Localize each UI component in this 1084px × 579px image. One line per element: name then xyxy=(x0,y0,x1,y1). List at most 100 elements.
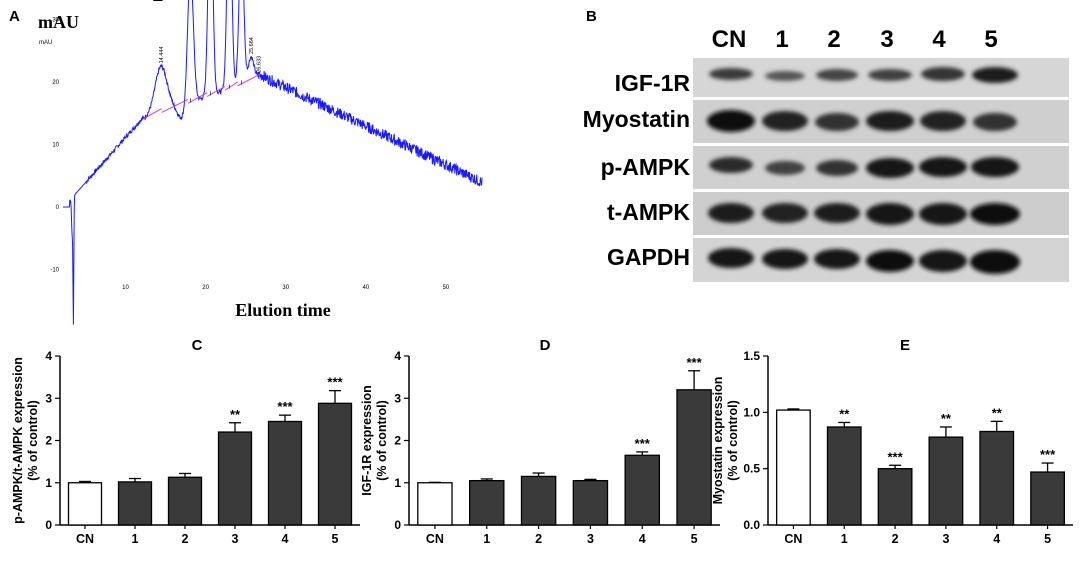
bar xyxy=(217,431,253,526)
x-tick-label: 5 xyxy=(332,532,339,546)
blot-column-header: 2 xyxy=(827,26,841,53)
bar xyxy=(572,479,609,526)
integration-baseline xyxy=(224,81,238,91)
y-tick-label: 4 xyxy=(45,349,52,363)
bar-chart-e: E 0.0 0.5 1.0 1.5 Myostatin expression (% of c… xyxy=(711,337,1073,546)
y-axis-label: Myostatin expression xyxy=(711,377,725,505)
chrom-x-tick-label: 10 xyxy=(122,285,129,291)
y-tick-label: 0 xyxy=(394,518,401,532)
peak-rt-label: 25.664 xyxy=(249,37,255,54)
integration-baseline xyxy=(142,108,162,120)
chrom-y-tick-label: 30 xyxy=(52,18,59,24)
integration-baseline xyxy=(161,98,189,113)
significance-label: ** xyxy=(992,405,1003,420)
integration-baseline xyxy=(237,73,261,87)
x-axis-title: Elution time xyxy=(235,300,331,320)
bar xyxy=(167,476,203,526)
y-tick-label: 1.5 xyxy=(743,349,760,363)
bar-chart-d: D 0 1 2 3 4 IGF-1R expression (% of control) CN 1… xyxy=(360,337,720,546)
blot-row-label: GAPDH xyxy=(606,244,690,270)
bar-chart-c: C 0 1 2 3 4 p-AMPK/t-AMPK expression (% of cont… xyxy=(11,337,360,546)
blot-column-header: 1 xyxy=(775,26,789,53)
significance-label: *** xyxy=(327,375,343,390)
y-axis-label: p-AMPK/t-AMPK expression xyxy=(11,357,25,524)
bar xyxy=(775,409,811,526)
western-blot-panel: CN 1 2 3 4 5 IGF-1R Myostatin p-AMPK t-A… xyxy=(572,20,1077,282)
bar xyxy=(928,436,964,526)
bar xyxy=(624,454,661,526)
y-tick-label: 1 xyxy=(394,476,401,490)
peak-rt-label: 26.633 xyxy=(257,56,263,73)
significance-label: *** xyxy=(887,449,903,464)
y-tick-label: 2 xyxy=(45,434,52,448)
x-tick-label: CN xyxy=(426,532,444,546)
significance-label: ** xyxy=(839,406,850,421)
x-tick-label: CN xyxy=(784,532,802,546)
chrom-x-tick-label: 30 xyxy=(282,285,289,291)
blot-column-header: 5 xyxy=(984,26,998,53)
y-axis-label: IGF-1R expression xyxy=(360,385,374,495)
bar xyxy=(317,402,353,526)
blot-column-header: CN xyxy=(711,26,747,53)
panel-letter: D xyxy=(540,337,551,354)
bar xyxy=(417,482,453,526)
chrom-y-tick-label: 0 xyxy=(56,205,60,211)
y-axis-label: (% of control) xyxy=(375,400,389,481)
chrom-x-tick-label: 20 xyxy=(202,285,209,291)
chrom-y-tick-label: 10 xyxy=(52,143,59,149)
chrom-x-tick-label: 50 xyxy=(443,285,450,291)
blot-row-label: p-AMPK xyxy=(600,154,690,180)
y-tick-label: 4 xyxy=(394,349,401,363)
x-tick-label: 2 xyxy=(535,532,542,546)
x-tick-label: 5 xyxy=(691,532,698,546)
bar xyxy=(67,482,103,526)
y-tick-label: 0.5 xyxy=(743,462,760,476)
mau-small-label: mAU xyxy=(39,40,52,46)
blot-row-label: Myostatin xyxy=(582,106,690,132)
bar xyxy=(877,468,913,526)
panel-letter: E xyxy=(900,337,910,354)
chrom-x-tick-label: 40 xyxy=(362,285,369,291)
x-tick-label: 4 xyxy=(282,532,289,546)
panel-letter-b: B xyxy=(586,8,597,25)
x-tick-label: 1 xyxy=(483,532,490,546)
significance-label: *** xyxy=(1040,447,1056,462)
y-tick-label: 3 xyxy=(45,391,52,405)
y-tick-label: 0 xyxy=(45,518,52,532)
blot-column-header: 4 xyxy=(932,26,946,53)
x-tick-label: CN xyxy=(76,532,94,546)
x-tick-label: 4 xyxy=(993,532,1000,546)
chrom-y-tick-label: 20 xyxy=(52,80,59,86)
significance-label: ** xyxy=(230,407,241,422)
bar xyxy=(1030,471,1066,526)
chromatogram: mAU mAU Elution time -20-100102030405010… xyxy=(38,0,483,325)
significance-label: *** xyxy=(686,355,702,370)
peak-number: 1 xyxy=(152,0,163,6)
significance-label: *** xyxy=(635,436,651,451)
blot-image xyxy=(693,58,1069,282)
x-tick-label: 2 xyxy=(892,532,899,546)
blot-row-label: IGF-1R xyxy=(614,70,690,96)
bar xyxy=(267,420,303,526)
y-axis-label: (% of control) xyxy=(26,400,40,481)
y-tick-label: 1 xyxy=(45,476,52,490)
bar xyxy=(676,389,712,526)
panel-letter-a: A xyxy=(9,8,20,25)
y-tick-label: 1.0 xyxy=(743,405,760,419)
x-tick-label: 1 xyxy=(841,532,848,546)
integration-baseline xyxy=(206,86,226,97)
x-tick-label: 4 xyxy=(639,532,646,546)
x-tick-label: 3 xyxy=(587,532,594,546)
bar xyxy=(826,426,862,526)
x-tick-label: 1 xyxy=(132,532,139,546)
bar xyxy=(117,481,153,526)
x-tick-label: 3 xyxy=(232,532,239,546)
blot-row-label: t-AMPK xyxy=(606,199,690,225)
chromatogram-trace xyxy=(63,0,483,325)
integration-baseline xyxy=(187,92,208,104)
y-tick-label: 2 xyxy=(394,434,401,448)
bar xyxy=(979,430,1015,526)
bar xyxy=(520,475,557,526)
peak-rt-label: 14.444 xyxy=(159,47,165,64)
